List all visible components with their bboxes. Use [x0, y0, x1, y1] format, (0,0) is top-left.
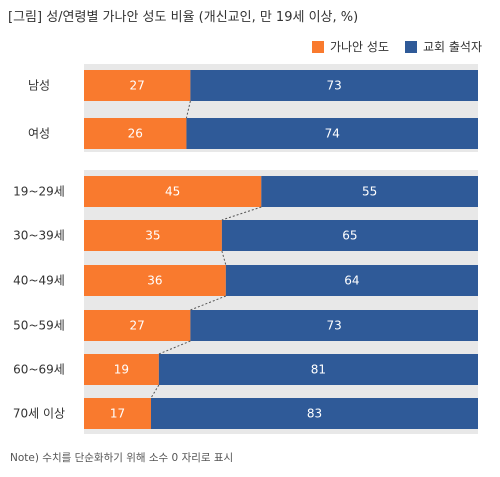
bar-series-1	[84, 220, 222, 251]
bar-series-2	[261, 176, 478, 207]
connector-line	[185, 100, 191, 119]
bar-series-2	[186, 118, 478, 149]
data-label-series-2: 73	[327, 79, 342, 93]
bar-series-1	[84, 118, 187, 149]
legend-item-series-1: 가나안 성도	[311, 38, 389, 55]
data-label-series-2: 74	[325, 127, 340, 141]
bar-series-2	[150, 398, 479, 429]
legend-swatch-series-1	[311, 40, 324, 53]
legend-label-series-1: 가나안 성도	[329, 40, 389, 54]
category-label: 40~49세	[13, 274, 65, 288]
bar-series-1	[84, 354, 159, 385]
category-label: 70세 이상	[13, 407, 65, 421]
data-label-series-2: 64	[344, 274, 359, 288]
data-label-series-1: 27	[130, 319, 145, 333]
data-label-series-1: 19	[114, 363, 129, 377]
category-label: 19~29세	[13, 185, 65, 199]
chart-title: [그림] 성/연령별 가나안 성도 비율 (개신교인, 만 19세 이상, %)	[8, 10, 359, 25]
data-label-series-2: 83	[307, 407, 322, 421]
data-label-series-1: 36	[147, 274, 162, 288]
legend-label-series-2: 교회 출석자	[422, 40, 482, 54]
bar-series-2	[190, 310, 478, 341]
category-label: 여성	[28, 127, 50, 141]
connector-line	[150, 384, 160, 399]
panel-background-2	[84, 170, 478, 434]
legend-item-series-2: 교회 출석자	[404, 38, 482, 55]
legend-swatch-series-2	[404, 40, 417, 53]
data-label-series-1: 17	[110, 407, 125, 421]
data-label-series-1: 26	[128, 127, 143, 141]
bar-series-2	[225, 265, 478, 296]
bar-series-2	[190, 70, 478, 101]
bar-series-2	[158, 354, 479, 385]
bar-series-1	[84, 398, 151, 429]
bar-series-1	[84, 176, 262, 207]
data-label-series-2: 55	[362, 185, 377, 199]
chart-note: Note) 수치를 단순화하기 위해 소수 0 자리로 표시	[10, 452, 234, 464]
data-label-series-2: 65	[342, 229, 357, 243]
connector-line	[221, 250, 227, 266]
data-label-series-2: 73	[327, 319, 342, 333]
data-label-series-1: 35	[145, 229, 160, 243]
connector-line	[158, 340, 191, 355]
bar-series-1	[84, 265, 226, 296]
bar-series-2	[221, 220, 478, 251]
chart-legend: 가나안 성도 교회 출석자	[296, 38, 482, 55]
connector-line	[221, 206, 262, 221]
category-label: 남성	[28, 79, 50, 93]
data-label-series-1: 45	[165, 185, 180, 199]
bar-series-1	[84, 70, 191, 101]
category-label: 50~59세	[13, 319, 65, 333]
category-label: 30~39세	[13, 229, 65, 243]
category-label: 60~69세	[13, 363, 65, 377]
data-label-series-1: 27	[130, 79, 145, 93]
bar-series-1	[84, 310, 191, 341]
data-label-series-2: 81	[311, 363, 326, 377]
